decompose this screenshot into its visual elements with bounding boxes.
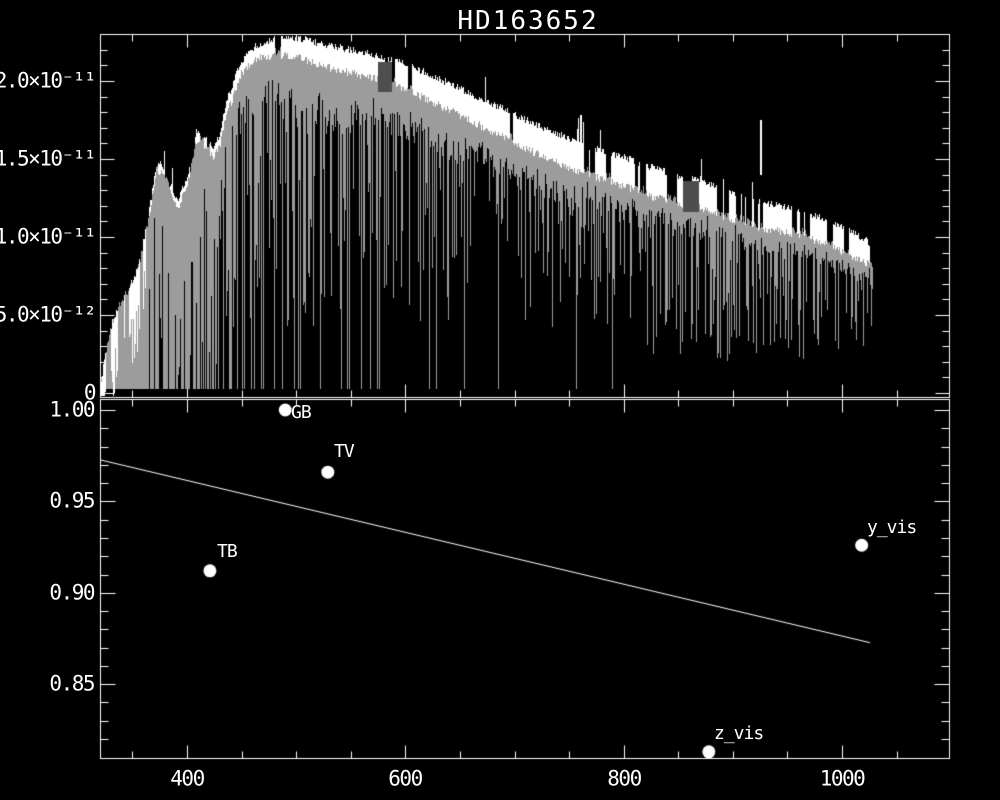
plot-window: HD163652 0 5.0×10⁻¹² 1.0×10⁻¹¹ 1.5×10⁻¹¹ 2.0… (0, 0, 1000, 800)
plot-canvas (0, 0, 1000, 800)
